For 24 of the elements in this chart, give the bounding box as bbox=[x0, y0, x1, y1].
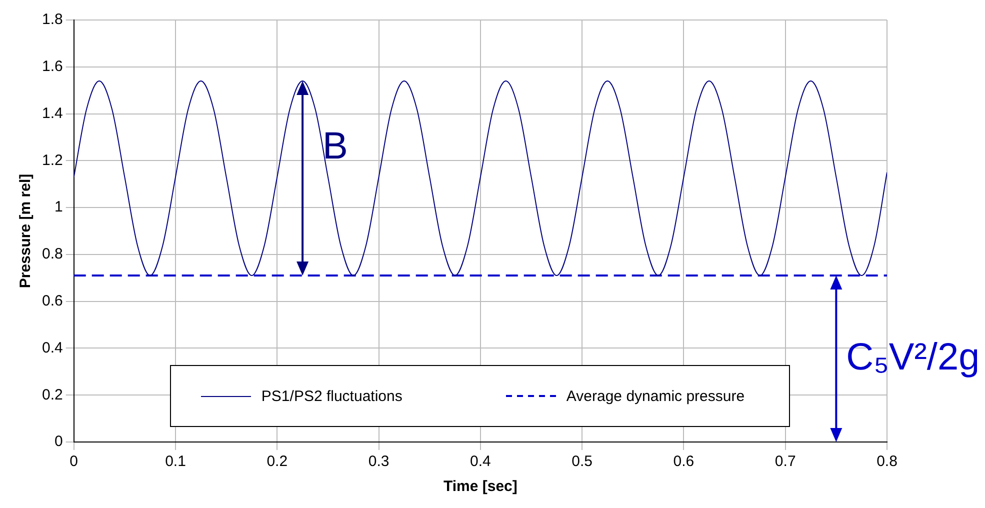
legend-label: PS1/PS2 fluctuations bbox=[261, 388, 402, 404]
x-tick-label: 0.8 bbox=[876, 453, 898, 470]
x-tick-label: 0.4 bbox=[470, 453, 491, 470]
y-tick-label: 1 bbox=[54, 198, 63, 216]
y-tick-label: 1.6 bbox=[42, 58, 63, 76]
y-tick-label: 0.8 bbox=[42, 246, 63, 263]
x-tick-label: 0.5 bbox=[572, 453, 592, 470]
x-tick-label: 0 bbox=[70, 453, 78, 470]
y-tick-label: 0 bbox=[54, 433, 63, 450]
legend-label: Average dynamic pressure bbox=[566, 388, 745, 404]
y-tick-label: 0.2 bbox=[42, 386, 63, 404]
y-tick-label: 1.8 bbox=[42, 11, 63, 28]
x-tick-label: 0.3 bbox=[368, 453, 390, 470]
x-tick-label: 0.2 bbox=[266, 453, 288, 470]
y-tick-label: 1.4 bbox=[42, 104, 63, 122]
y-axis-title: Pressure [m rel] bbox=[17, 174, 34, 288]
y-tick-label: 0.6 bbox=[42, 292, 63, 310]
x-tick-label: 0.1 bbox=[165, 453, 186, 470]
y-tick-label: 0.4 bbox=[42, 339, 63, 356]
x-tick-label: 0.7 bbox=[774, 453, 796, 470]
annotation: B bbox=[322, 126, 348, 168]
y-tick-label: 1.2 bbox=[42, 152, 63, 169]
x-tick-label: 0.6 bbox=[673, 453, 694, 470]
x-axis-title: Time [sec] bbox=[443, 478, 518, 496]
